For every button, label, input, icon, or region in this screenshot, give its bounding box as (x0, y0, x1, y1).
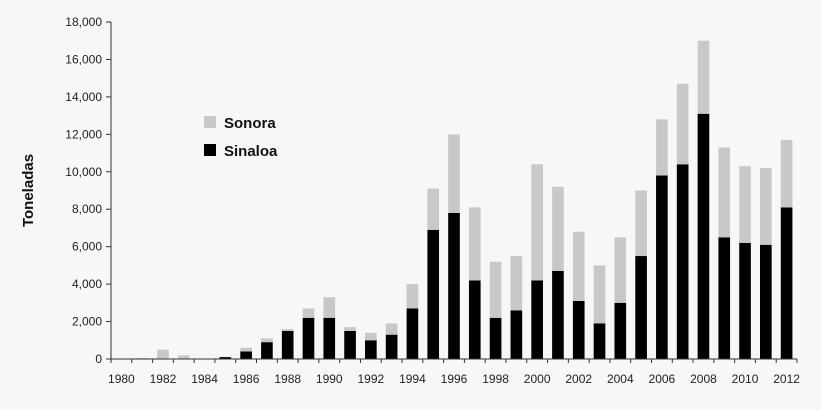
x-tick-label: 1984 (191, 372, 218, 386)
x-tick-label: 1996 (441, 372, 468, 386)
bar-sinaloa-2000 (531, 280, 543, 359)
bar-sinaloa-1993 (385, 334, 398, 359)
x-tick-label: 1986 (233, 372, 260, 386)
bar-sinaloa-2002 (572, 300, 585, 359)
y-tick-label: 4,000 (72, 277, 102, 291)
x-tick-label: 2006 (649, 372, 676, 386)
x-tick-label: 1988 (274, 372, 301, 386)
x-tick-label: 2010 (732, 372, 759, 386)
bar-sonora-2008 (697, 40, 710, 114)
bar-sinaloa-2003 (593, 323, 606, 359)
bar-sinaloa-1997 (468, 280, 481, 359)
x-tick-label: 1998 (482, 372, 509, 386)
y-tick-label: 14,000 (65, 90, 102, 104)
bar-sonora-1989 (302, 308, 315, 318)
bar-sonora-1993 (385, 323, 398, 335)
bar-sonora-1991 (344, 327, 356, 331)
bar-sinaloa-2009 (718, 237, 731, 359)
bar-sonora-2006 (656, 119, 668, 176)
bar-sonora-2009 (718, 147, 731, 238)
bar-sonora-1987 (261, 338, 273, 343)
bar-sinaloa-2004 (614, 302, 627, 359)
y-axis-ticks: 0 2,000 4,000 6,000 8,000 10,000 12,000 14,000 1… (65, 15, 111, 366)
bar-sonora-2010 (739, 166, 751, 243)
bar-sinaloa-2007 (676, 164, 689, 359)
y-tick-label: 16,000 (65, 52, 102, 66)
y-tick-label: 12,000 (65, 127, 102, 141)
bar-sinaloa-1989 (302, 317, 315, 359)
y-tick-label: 8,000 (72, 202, 102, 216)
x-tick-label: 1992 (357, 372, 384, 386)
bar-sonora-1988 (281, 329, 294, 331)
bar-sonora-1982 (157, 349, 169, 359)
bar-sinaloa-1987 (261, 342, 273, 359)
x-tick-label: 1994 (399, 372, 426, 386)
bar-sonora-2005 (635, 190, 647, 257)
bar-sinaloa-2012 (780, 207, 793, 359)
bar-sonora-2003 (593, 265, 606, 324)
bar-sinaloa-1999 (510, 310, 523, 359)
x-axis-ticks: 1980 1982 1984 1986 1988 1990 1992 1994 1996 1998… (108, 359, 800, 386)
bar-sonora-2002 (572, 231, 585, 301)
bar-sonora-1986 (240, 347, 252, 352)
bar-sinaloa-2008 (697, 113, 710, 359)
bar-sonora-2011 (759, 168, 772, 245)
bar-sonora-2001 (552, 186, 564, 272)
y-axis-label: Toneladas (20, 154, 37, 227)
bar-sinaloa-1985 (219, 357, 232, 359)
x-tick-label: 2004 (607, 372, 634, 386)
bar-sonora-1994 (406, 284, 419, 309)
bar-sinaloa-2010 (739, 242, 751, 359)
bars (136, 40, 793, 359)
x-tick-label: 1980 (108, 372, 135, 386)
bar-sonora-1992 (365, 332, 377, 341)
bar-sinaloa-1986 (240, 351, 252, 359)
y-tick-label: 18,000 (65, 15, 102, 29)
bar-sonora-2000 (531, 164, 543, 281)
bar-sinaloa-1996 (448, 212, 460, 359)
bar-sinaloa-1995 (427, 229, 440, 359)
x-tick-label: 1990 (316, 372, 343, 386)
bar-sonora-1999 (510, 256, 523, 311)
bar-sonora-1998 (489, 261, 502, 318)
bar-sonora-1995 (427, 188, 440, 230)
x-tick-label: 2012 (773, 372, 800, 386)
y-tick-label: 6,000 (72, 240, 102, 254)
bar-sonora-1997 (468, 207, 481, 281)
x-tick-label: 2008 (690, 372, 717, 386)
y-tick-label: 10,000 (65, 165, 102, 179)
bar-sinaloa-1998 (489, 317, 502, 359)
legend: Sonora Sinaloa (204, 115, 278, 160)
legend-swatch-sonora (204, 116, 216, 128)
bar-sonora-2012 (780, 139, 793, 208)
bar-sonora-1996 (448, 134, 460, 213)
legend-swatch-sinaloa (204, 144, 216, 156)
bar-sinaloa-1994 (406, 308, 419, 359)
bar-sinaloa-2006 (656, 175, 668, 359)
bar-sinaloa-1990 (323, 317, 336, 359)
x-tick-label: 1982 (150, 372, 177, 386)
bar-sonora-1990 (323, 297, 336, 318)
y-tick-label: 0 (95, 352, 102, 366)
bar-sinaloa-1991 (344, 330, 356, 359)
bar-sinaloa-2001 (552, 271, 564, 359)
bar-sinaloa-2011 (759, 244, 772, 359)
x-tick-label: 2002 (565, 372, 592, 386)
bar-sinaloa-1988 (281, 330, 294, 359)
y-tick-label: 2,000 (72, 315, 102, 329)
bar-sonora-2004 (614, 237, 627, 303)
bar-sonora-2007 (676, 83, 689, 165)
legend-label-sinaloa: Sinaloa (224, 143, 278, 160)
bar-sinaloa-1992 (365, 340, 377, 359)
legend-label-sonora: Sonora (224, 115, 276, 132)
x-tick-label: 2000 (524, 372, 551, 386)
bar-sonora-1983 (177, 355, 190, 359)
bar-sinaloa-2005 (635, 256, 647, 359)
